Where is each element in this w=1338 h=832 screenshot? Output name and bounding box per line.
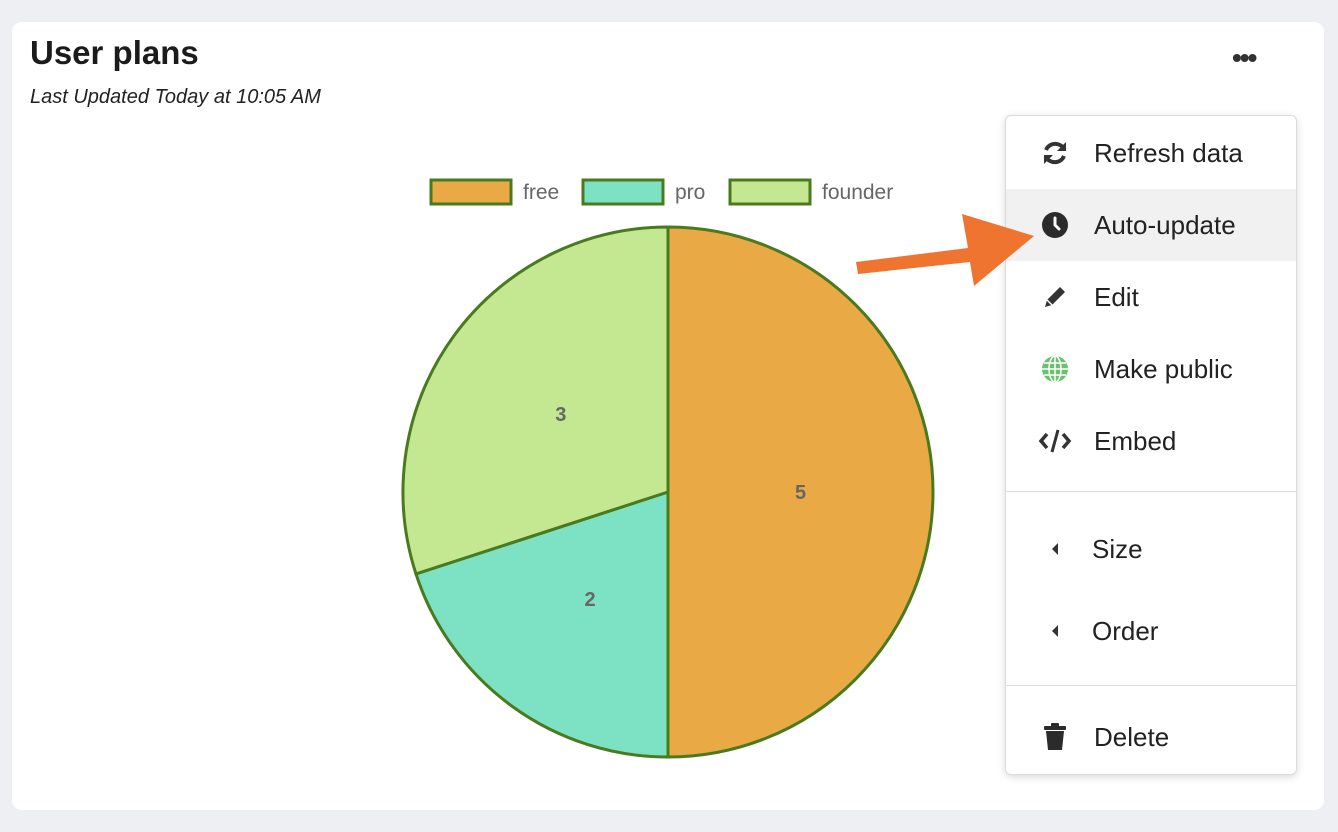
menu-item-label: Edit (1094, 281, 1139, 312)
legend-swatch-founder (728, 178, 812, 206)
menu-item-make-public[interactable]: Make public (1006, 333, 1296, 405)
menu-divider (1006, 685, 1296, 686)
legend-swatch-free (429, 178, 513, 206)
menu-item-auto-update[interactable]: Auto-update (1006, 189, 1296, 261)
legend-swatch-pro (581, 178, 665, 206)
menu-item-label: Delete (1094, 721, 1170, 752)
menu-item-label: Auto-update (1094, 209, 1236, 240)
last-updated: Last Updated Today at 10:05 AM (30, 86, 321, 108)
trash-icon (1038, 723, 1072, 751)
menu-item-label: Embed (1094, 425, 1177, 456)
pencil-icon (1038, 283, 1072, 311)
data-label: 2 (585, 589, 596, 611)
pie-slice-pro[interactable] (414, 489, 670, 759)
legend: free pro founder (429, 178, 893, 206)
legend-label-pro[interactable]: pro (675, 181, 705, 204)
menu-item-embed[interactable]: Embed (1006, 405, 1296, 477)
card-title: User plans (30, 34, 199, 71)
menu-item-label: Size (1092, 533, 1143, 564)
pie-slice-founder[interactable] (401, 225, 670, 576)
legend-label-founder[interactable]: founder (822, 181, 893, 204)
data-label: 5 (795, 482, 806, 504)
menu-item-size[interactable]: Size (1006, 513, 1296, 585)
menu-item-order[interactable]: Order (1006, 595, 1296, 667)
code-icon (1038, 427, 1072, 455)
legend-label-free[interactable]: free (523, 181, 559, 204)
ellipsis-icon[interactable]: ••• (1232, 42, 1257, 73)
caret-left-icon (1038, 623, 1072, 639)
menu-item-label: Order (1092, 615, 1159, 646)
menu-item-delete[interactable]: Delete (1006, 701, 1296, 773)
clock-icon (1038, 211, 1072, 239)
caret-left-icon (1038, 541, 1072, 557)
menu-item-label: Make public (1094, 353, 1233, 384)
pie-slice-free[interactable] (666, 225, 935, 759)
refresh-icon (1038, 138, 1072, 168)
data-label: 3 (555, 404, 566, 426)
pie-labels: 5 2 3 (555, 404, 806, 611)
dropdown-menu: Refresh data Auto-update Edit Make publi… (1005, 115, 1297, 775)
menu-item-edit[interactable]: Edit (1006, 261, 1296, 333)
menu-item-refresh-data[interactable]: Refresh data (1006, 117, 1296, 189)
menu-item-label: Refresh data (1094, 137, 1243, 168)
menu-divider (1006, 491, 1296, 492)
globe-icon (1038, 355, 1072, 383)
pie-slices (401, 225, 935, 759)
